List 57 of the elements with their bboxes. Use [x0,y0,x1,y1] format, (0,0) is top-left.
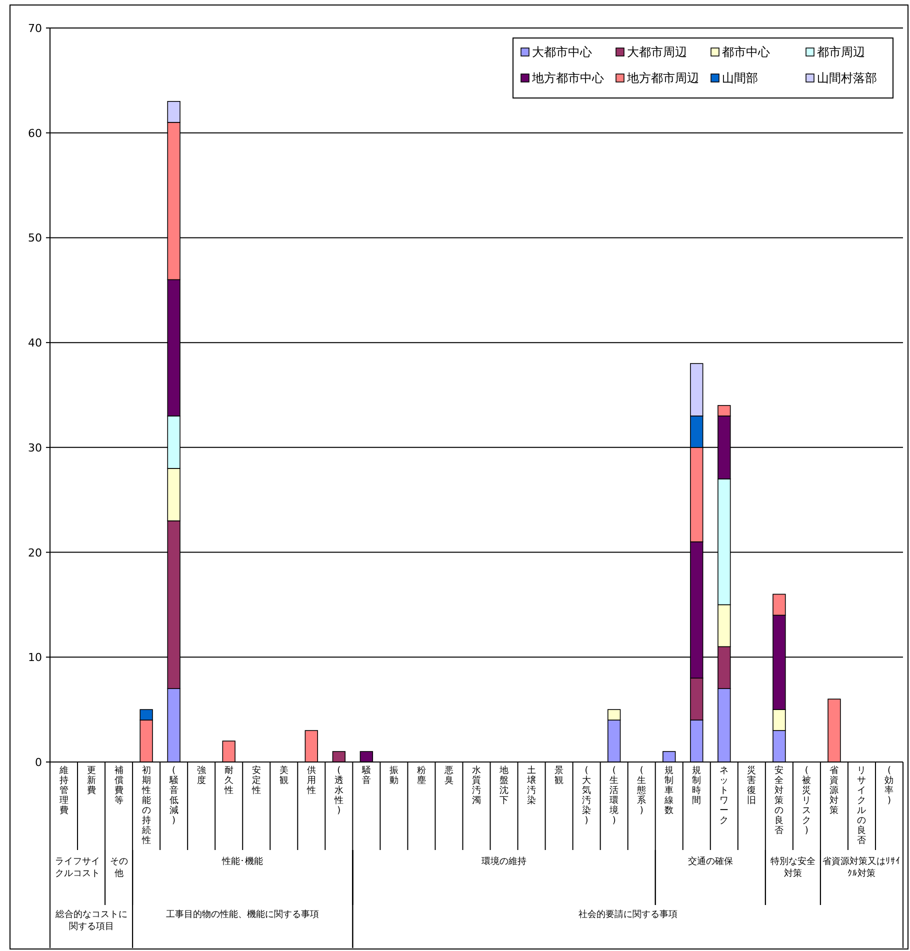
x-tick-label: (透水性) [334,766,344,816]
legend-label: 山間村落部 [817,71,877,85]
x-tick-label: (効率) [884,766,894,806]
x-tick-label: 土壌汚染 [526,766,537,806]
text: ライフサイクルコスト [55,856,100,880]
x-tick-label: (生活環境) [609,766,620,826]
x-tick-label: (大気汚染) [582,766,592,826]
text: 工事目的物の性能、機能に関する事項 [165,909,320,922]
y-tick-label: 0 [35,756,42,769]
x-tick-label: 悪臭 [444,766,454,786]
x-tick-label: リサイクルの良否 [856,766,867,846]
x-tick-label: ネットワーク [719,766,730,826]
text: 省資源対策又はﾘｻｲｸﾙ対策 [822,856,901,880]
x-tick-label: 美観 [278,766,289,786]
x-tick-label: 地盤沈下 [499,766,510,806]
x-tick-label: 規制車線数 [664,766,674,816]
legend-label: 山間部 [722,71,758,85]
y-tick-label: 20 [28,546,42,560]
y-tick-label: 30 [28,441,42,454]
x-tick-label: 安全対策の良否 [774,766,784,836]
x-tick-label: 補償費等 [114,766,124,806]
x-tick-label: 初期性能の持続性 [141,766,152,846]
text: 環境の維持 [480,856,528,868]
x-tick-label: 粉塵 [416,766,426,786]
legend-label: 地方都市周辺 [626,71,699,85]
x-tick-label: 省資源対策 [829,766,840,816]
text: 社会的要請に関する事項 [577,909,678,922]
text: 性能･機能 [220,856,264,868]
y-tick-label: 10 [28,651,42,664]
x-tick-label: 災害復旧 [746,766,757,806]
legend-label: 大都市中心 [532,45,592,59]
text: その他 [108,856,129,880]
x-tick-label: 景観 [554,766,564,786]
y-tick-label: 40 [28,336,42,350]
legend-label: 地方都市中心 [531,71,604,85]
legend-label: 都市周辺 [817,45,865,59]
x-tick-label: 規制時間 [692,766,702,806]
legend-label: 都市中心 [722,45,770,59]
y-tick-label: 70 [28,22,42,35]
x-tick-label: 更新費 [86,766,96,796]
x-tick-label: 供用性 [306,766,316,796]
text: 交通の確保 [686,856,734,868]
y-tick-label: 50 [28,232,42,245]
y-tick-label: 60 [28,126,42,140]
x-tick-label: 耐久性 [224,766,234,796]
x-tick-label: 維持管理費 [58,766,69,816]
x-tick-label: 振動 [388,766,399,786]
x-tick-label: 騒音 [361,766,372,786]
x-tick-label: 安定性 [251,766,262,796]
x-tick-label: 水質汚濁 [472,766,482,806]
text: 特別な安全対策 [770,856,816,880]
x-tick-label: 強度 [196,766,206,786]
x-tick-label: (生態系) [636,766,647,816]
x-tick-label: (騒音低減) [168,766,179,826]
legend-label: 大都市周辺 [627,45,687,59]
text: 総合的なコストに関する項目 [54,909,128,934]
x-tick-label: (被災リスク) [802,766,812,836]
